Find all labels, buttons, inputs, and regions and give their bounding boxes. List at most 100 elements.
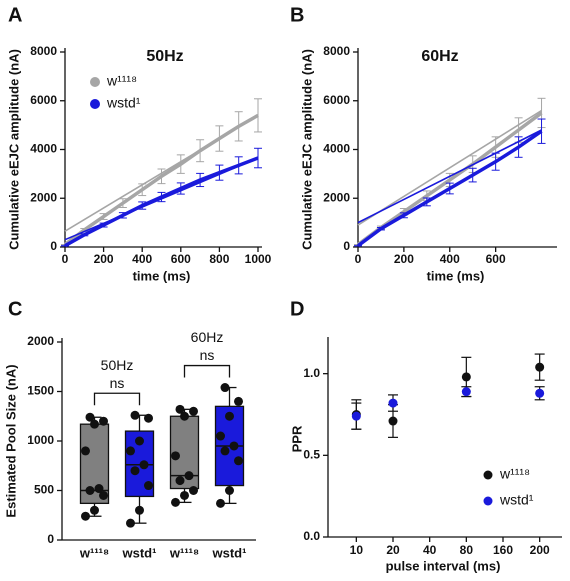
legend-label: w¹¹¹⁸	[499, 466, 530, 482]
data-point	[81, 511, 90, 521]
box	[169, 415, 200, 490]
x-tick-label: 0	[355, 252, 362, 266]
data-point	[135, 436, 144, 446]
panel-label: B	[290, 4, 304, 26]
data-point	[85, 412, 95, 422]
data-point	[171, 451, 180, 461]
y-axis-label: PPR	[289, 425, 304, 452]
fit-line	[64, 157, 259, 241]
data-point	[99, 490, 108, 500]
fit-line	[357, 109, 542, 226]
data-point	[461, 387, 471, 397]
legend-label: wstd¹	[106, 95, 141, 111]
data-point	[388, 398, 398, 408]
data-point	[535, 362, 545, 372]
y-tick-label: 2000	[30, 190, 57, 204]
x-tick-label: w¹¹¹⁸	[169, 545, 199, 560]
data-point	[234, 456, 243, 466]
data-point	[180, 411, 189, 421]
significance-bracket	[93, 392, 141, 406]
data-point	[388, 416, 398, 426]
x-tick-label: 40	[423, 543, 437, 557]
data-point	[220, 383, 230, 393]
y-axis-label: Cumulative eEJC amplitude (nA)	[299, 49, 314, 250]
data-point	[189, 406, 198, 416]
x-tick-label: 20	[386, 543, 400, 557]
y-tick-label: 1500	[27, 384, 54, 398]
x-axis-label: pulse interval (ms)	[386, 558, 501, 573]
x-tick-label: 0	[62, 252, 69, 266]
legend-label: w¹¹¹⁸	[106, 73, 137, 89]
data-point	[216, 431, 225, 441]
y-tick-label: 1000	[27, 433, 54, 447]
significance-bracket	[183, 364, 231, 378]
data-point	[130, 466, 140, 476]
x-tick-label: 200	[394, 252, 414, 266]
y-tick-label: 0.5	[303, 448, 320, 462]
data-point	[135, 505, 144, 515]
series-line	[356, 111, 543, 246]
data-point	[139, 460, 149, 470]
group-label: 50Hz	[101, 357, 134, 373]
y-tick-label: 0	[343, 239, 350, 253]
y-tick-label: 2000	[27, 334, 54, 348]
x-tick-label: 200	[530, 543, 550, 557]
data-point	[189, 486, 198, 495]
x-tick-label: wstd¹	[122, 545, 157, 560]
data-point	[90, 419, 99, 429]
data-point	[126, 518, 135, 528]
y-tick-label: 6000	[30, 93, 57, 107]
panel-label: A	[8, 4, 22, 26]
data-point	[144, 413, 153, 423]
significance-label: ns	[110, 375, 125, 391]
legend-marker	[483, 496, 493, 506]
panel-label: C	[8, 298, 22, 320]
legend-marker	[90, 99, 100, 109]
significance-label: ns	[200, 347, 215, 363]
series-line	[356, 129, 543, 248]
data-point	[175, 404, 185, 414]
data-point	[180, 490, 189, 500]
data-point	[171, 497, 180, 507]
group-label: 60Hz	[191, 329, 224, 345]
y-tick-label: 4000	[323, 142, 350, 156]
data-point	[144, 481, 153, 491]
data-point	[220, 446, 230, 456]
data-point	[94, 484, 104, 494]
x-tick-label: 800	[209, 252, 229, 266]
x-tick-label: 160	[493, 543, 513, 557]
legend-marker	[90, 77, 100, 87]
x-tick-label: w¹¹¹⁸	[79, 545, 109, 560]
series-line	[64, 156, 259, 248]
data-point	[126, 446, 135, 456]
x-axis-label: time (ms)	[427, 268, 485, 283]
data-point	[535, 388, 545, 398]
x-tick-label: 1000	[245, 252, 272, 266]
panel-label: D	[290, 298, 304, 320]
fit-line	[64, 114, 259, 232]
y-tick-label: 6000	[323, 93, 350, 107]
y-tick-label: 0	[47, 532, 54, 546]
data-point	[184, 471, 194, 481]
x-axis-label: time (ms)	[133, 268, 191, 283]
y-axis-label: Estimated Pool Size (nA)	[3, 364, 18, 517]
data-point	[81, 446, 90, 456]
y-tick-label: 0	[50, 239, 57, 253]
data-point	[229, 441, 239, 451]
data-point	[175, 476, 185, 486]
data-point	[99, 416, 108, 426]
data-point	[225, 486, 234, 495]
data-point	[461, 372, 471, 382]
y-tick-label: 500	[34, 483, 54, 497]
x-tick-label: 10	[350, 543, 364, 557]
y-tick-label: 8000	[30, 44, 57, 58]
data-point	[225, 411, 234, 421]
x-tick-label: 400	[440, 252, 460, 266]
y-tick-label: 0.0	[303, 529, 320, 543]
chart-title: 60Hz	[421, 48, 458, 65]
y-tick-label: 1.0	[303, 366, 320, 380]
y-tick-label: 2000	[323, 190, 350, 204]
fit-line	[357, 129, 542, 224]
data-point	[85, 486, 95, 495]
